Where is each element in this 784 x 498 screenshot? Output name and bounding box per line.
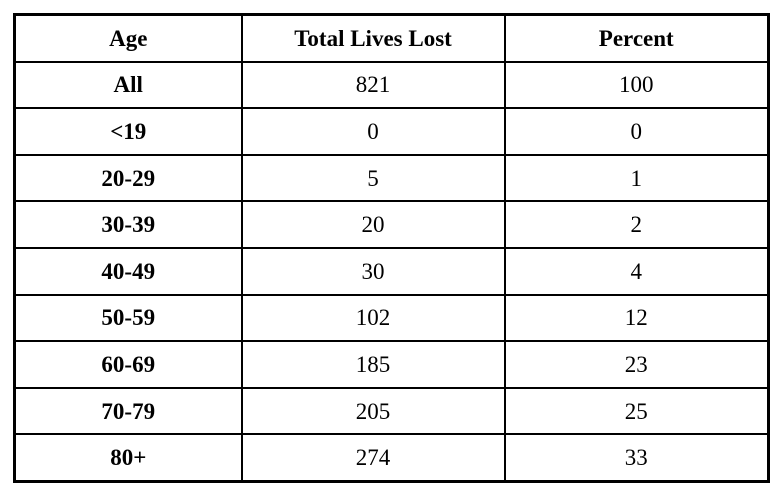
column-header-age: Age [13, 13, 243, 63]
age-cell: 20-29 [13, 153, 243, 203]
age-cell: All [13, 60, 243, 110]
percent-cell: 0 [503, 107, 770, 156]
percent-cell: 100 [503, 60, 770, 110]
total-cell: 5 [240, 153, 506, 203]
age-cell: 70-79 [13, 386, 243, 436]
table-row: 80+ 274 33 [13, 433, 770, 483]
total-cell: 20 [240, 200, 506, 249]
age-cell: 80+ [13, 433, 243, 483]
age-mortality-table: Age Total Lives Lost Percent All 821 100 <1… [13, 13, 770, 483]
table-row: 30-39 20 2 [13, 200, 770, 249]
age-cell: 60-69 [13, 340, 243, 389]
total-cell: 205 [240, 386, 506, 436]
table-row: 60-69 185 23 [13, 340, 770, 389]
percent-cell: 23 [503, 340, 770, 389]
table-row: 50-59 102 12 [13, 293, 770, 343]
total-cell: 821 [240, 60, 506, 110]
age-cell: <19 [13, 107, 243, 156]
column-header-total: Total Lives Lost [240, 13, 506, 63]
table-row: All 821 100 [13, 60, 770, 110]
percent-cell: 1 [503, 153, 770, 203]
table-row: <19 0 0 [13, 107, 770, 156]
table-row: 40-49 30 4 [13, 246, 770, 296]
table-row: 20-29 5 1 [13, 153, 770, 203]
header-row: Age Total Lives Lost Percent [13, 13, 770, 63]
table-body: All 821 100 <19 0 0 20-29 5 1 30-39 20 2 40-49 30 4 50-… [13, 60, 770, 483]
age-cell: 40-49 [13, 246, 243, 296]
total-cell: 185 [240, 340, 506, 389]
table-container: Age Total Lives Lost Percent All 821 100 <1… [13, 13, 770, 483]
total-cell: 102 [240, 293, 506, 343]
percent-cell: 12 [503, 293, 770, 343]
total-cell: 0 [240, 107, 506, 156]
age-cell: 50-59 [13, 293, 243, 343]
percent-cell: 4 [503, 246, 770, 296]
percent-cell: 25 [503, 386, 770, 436]
percent-cell: 2 [503, 200, 770, 249]
column-header-percent: Percent [503, 13, 770, 63]
total-cell: 274 [240, 433, 506, 483]
table-header: Age Total Lives Lost Percent [13, 13, 770, 63]
total-cell: 30 [240, 246, 506, 296]
table-row: 70-79 205 25 [13, 386, 770, 436]
percent-cell: 33 [503, 433, 770, 483]
age-cell: 30-39 [13, 200, 243, 249]
